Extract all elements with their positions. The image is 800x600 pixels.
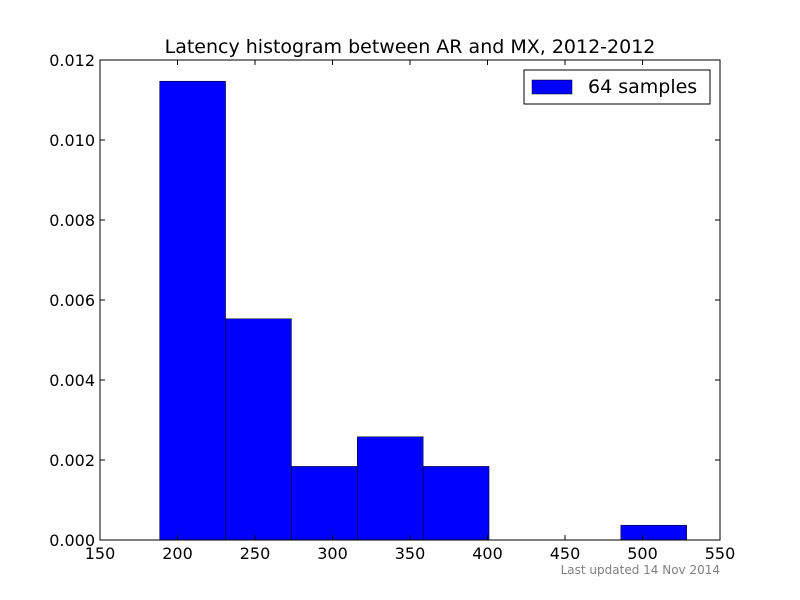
x-tick-label-6: 450 — [550, 544, 581, 563]
bars-group — [159, 80, 687, 541]
y-tick-label-6: 0.012 — [49, 51, 95, 70]
x-tick-label-2: 250 — [240, 544, 271, 563]
x-tick-label-8: 550 — [705, 544, 736, 563]
legend: 64 samples — [523, 69, 711, 105]
last-updated-note: Last updated 14 Nov 2014 — [561, 563, 720, 577]
legend-label: 64 samples — [588, 76, 697, 98]
x-tick-label-5: 400 — [472, 544, 503, 563]
histogram-bar-1 — [225, 318, 292, 541]
legend-swatch — [531, 79, 573, 95]
y-tick-label-4: 0.008 — [49, 211, 95, 230]
histogram-bar-3 — [357, 436, 424, 541]
chart-title: Latency histogram between AR and MX, 201… — [165, 36, 656, 58]
y-tick-label-2: 0.004 — [49, 371, 95, 390]
y-tick-label-5: 0.010 — [49, 131, 95, 150]
plot-frame — [99, 59, 721, 541]
ticks-group: 150 200 250 300 350 400 450 500 550 0.000 0.002 0.0… — [49, 51, 735, 563]
y-tick-label-0: 0.000 — [49, 531, 95, 550]
histogram-bar-7 — [620, 524, 687, 541]
x-tick-label-4: 350 — [395, 544, 426, 563]
x-tick-label-3: 300 — [317, 544, 348, 563]
histogram-bar-4 — [422, 466, 490, 541]
y-tick-label-1: 0.002 — [49, 451, 95, 470]
y-tick-label-3: 0.006 — [49, 291, 95, 310]
x-tick-label-0: 150 — [85, 544, 116, 563]
x-tick-label-7: 500 — [627, 544, 658, 563]
x-tick-label-1: 200 — [162, 544, 193, 563]
histogram-bar-0 — [159, 80, 226, 541]
histogram-bar-2 — [291, 466, 358, 541]
